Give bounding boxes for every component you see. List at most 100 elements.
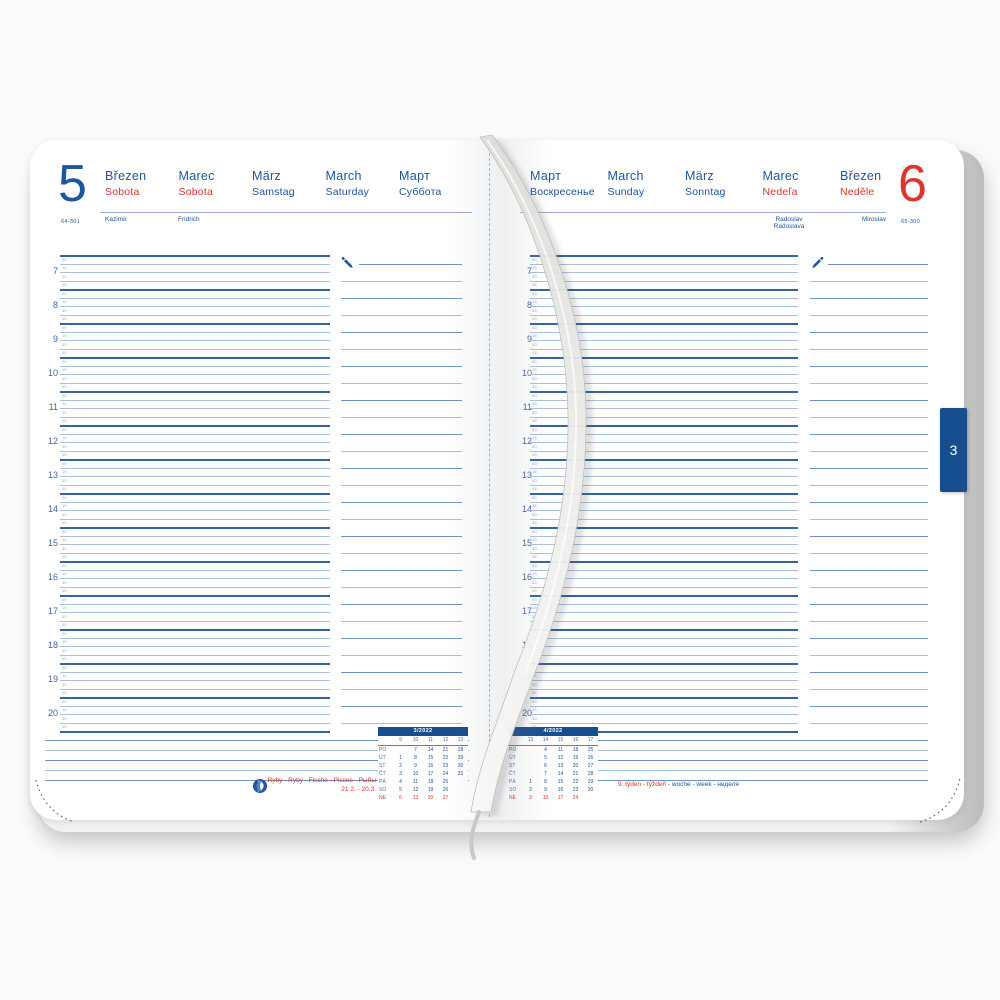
minute-label: 00 — [532, 324, 537, 330]
minute-label: 15 — [532, 401, 537, 406]
quarter-hour-line — [60, 510, 330, 511]
hour-boundary-line — [530, 255, 798, 257]
minute-label: 30 — [532, 477, 537, 483]
notes-line — [341, 705, 462, 707]
quarter-hour-line — [60, 382, 330, 384]
month-name: Marec — [762, 169, 799, 183]
quarter-hour-line — [530, 569, 798, 571]
quarter-hour-line — [530, 399, 798, 401]
minute-label: 15 — [62, 469, 67, 474]
hour-boundary-line — [530, 357, 798, 359]
quarter-hour-line — [60, 408, 330, 409]
hour-label: 19 — [521, 674, 532, 684]
header-column: Март Суббота — [399, 169, 442, 198]
quarter-hour-line — [530, 654, 798, 656]
notes-line — [341, 620, 462, 622]
hour-boundary-line — [530, 697, 798, 699]
minute-label: 00 — [532, 392, 537, 398]
calendar-day-cell: 18 — [572, 747, 579, 753]
minute-label: 30 — [62, 511, 67, 517]
minute-label: 15 — [62, 435, 67, 440]
notes-line — [810, 280, 928, 282]
hour-boundary-line — [530, 561, 798, 563]
calendar-day-label: PO — [509, 747, 517, 753]
calendar-day-cell: 7 — [544, 771, 547, 777]
hour-boundary-line — [60, 459, 330, 461]
calendar-week-number: 9 — [399, 737, 402, 743]
minute-label: 15 — [532, 571, 537, 576]
calendar-day-label: SO — [379, 787, 387, 793]
hour-label: 20 — [47, 708, 58, 718]
minute-label: 45 — [62, 282, 67, 287]
calendar-day-cell: 19 — [572, 755, 579, 761]
minute-label: 15 — [62, 605, 67, 610]
hour-boundary-line — [60, 663, 330, 665]
quarter-hour-line — [60, 450, 330, 452]
hour-label: 13 — [521, 470, 532, 480]
calendar-row: ÚT 5 12 19 26 — [508, 754, 598, 762]
quarter-hour-line — [60, 501, 330, 503]
calendar-day-cell: 23 — [572, 787, 579, 793]
quarter-hour-line — [60, 297, 330, 299]
quarter-hour-line — [530, 280, 798, 282]
calendar-day-cell: 14 — [557, 771, 564, 777]
hour-boundary-line — [60, 357, 330, 359]
calendar-day-cell: 17 — [427, 771, 434, 777]
header-column: Březen Sobota — [105, 169, 146, 198]
notes-line — [341, 586, 462, 588]
month-name: Март — [399, 169, 431, 183]
notes-line — [828, 263, 928, 265]
minute-label: 45 — [532, 486, 537, 491]
hour-label: 18 — [47, 640, 58, 650]
hour-label: 10 — [47, 368, 58, 378]
name-day: Radoslav Radoslava — [758, 216, 820, 230]
minute-label: 00 — [62, 596, 67, 602]
header-column: März Sonntag — [685, 169, 726, 198]
minute-label: 45 — [532, 282, 537, 287]
calendar-week-number: 16 — [572, 737, 579, 743]
minute-label: 30 — [532, 613, 537, 619]
left-page: 5 64-301 Březen Sobota Marec Sobota März Sams… — [30, 140, 492, 820]
minute-label: 15 — [532, 605, 537, 610]
minute-label: 00 — [62, 290, 67, 296]
right-mini-calendar: 4/2022 13 14 15 16 17 PO 4 11 18 25 ÚT 5 12 19 26 ST 6 13 2… — [508, 727, 598, 802]
hour-label: 8 — [526, 300, 532, 310]
calendar-day-cell: 10 — [542, 795, 549, 801]
name-day: Kazimír — [105, 216, 167, 223]
quarter-hour-line — [60, 714, 330, 715]
calendar-row: NE 3 10 17 24 — [508, 794, 598, 802]
minute-label: 45 — [62, 418, 67, 423]
calendar-day-cell: 6 — [544, 763, 547, 769]
quarter-hour-line — [530, 272, 798, 273]
calendar-week-number: 13 — [457, 737, 464, 743]
month-name: March — [607, 169, 644, 183]
notes-line — [341, 484, 462, 486]
calendar-day-cell — [453, 794, 468, 802]
quarter-hour-line — [530, 518, 798, 520]
minute-label: 15 — [62, 265, 67, 270]
notes-line — [810, 603, 928, 605]
hour-boundary-line — [530, 391, 798, 393]
notes-line — [810, 314, 928, 316]
notes-line — [341, 603, 462, 605]
quarter-hour-line — [60, 476, 330, 477]
quarter-hour-line — [60, 467, 330, 469]
minute-label: 45 — [62, 520, 67, 525]
quarter-hour-line — [530, 612, 798, 613]
minute-label: 00 — [62, 698, 67, 704]
quarter-hour-line — [60, 306, 330, 307]
quarter-hour-line — [530, 646, 798, 647]
quarter-hour-line — [60, 484, 330, 486]
hour-boundary-line — [530, 527, 798, 529]
calendar-day-cell: 1 — [399, 755, 402, 761]
calendar-day-cell: 2 — [529, 787, 532, 793]
minute-label: 45 — [532, 656, 537, 661]
quarter-hour-line — [530, 467, 798, 469]
minute-label: 15 — [62, 401, 67, 406]
minute-label: 00 — [532, 426, 537, 432]
quarter-hour-line — [60, 272, 330, 273]
hour-label: 19 — [47, 674, 58, 684]
minute-label: 30 — [532, 681, 537, 687]
hour-boundary-line — [530, 663, 798, 665]
notes-line — [341, 348, 462, 350]
